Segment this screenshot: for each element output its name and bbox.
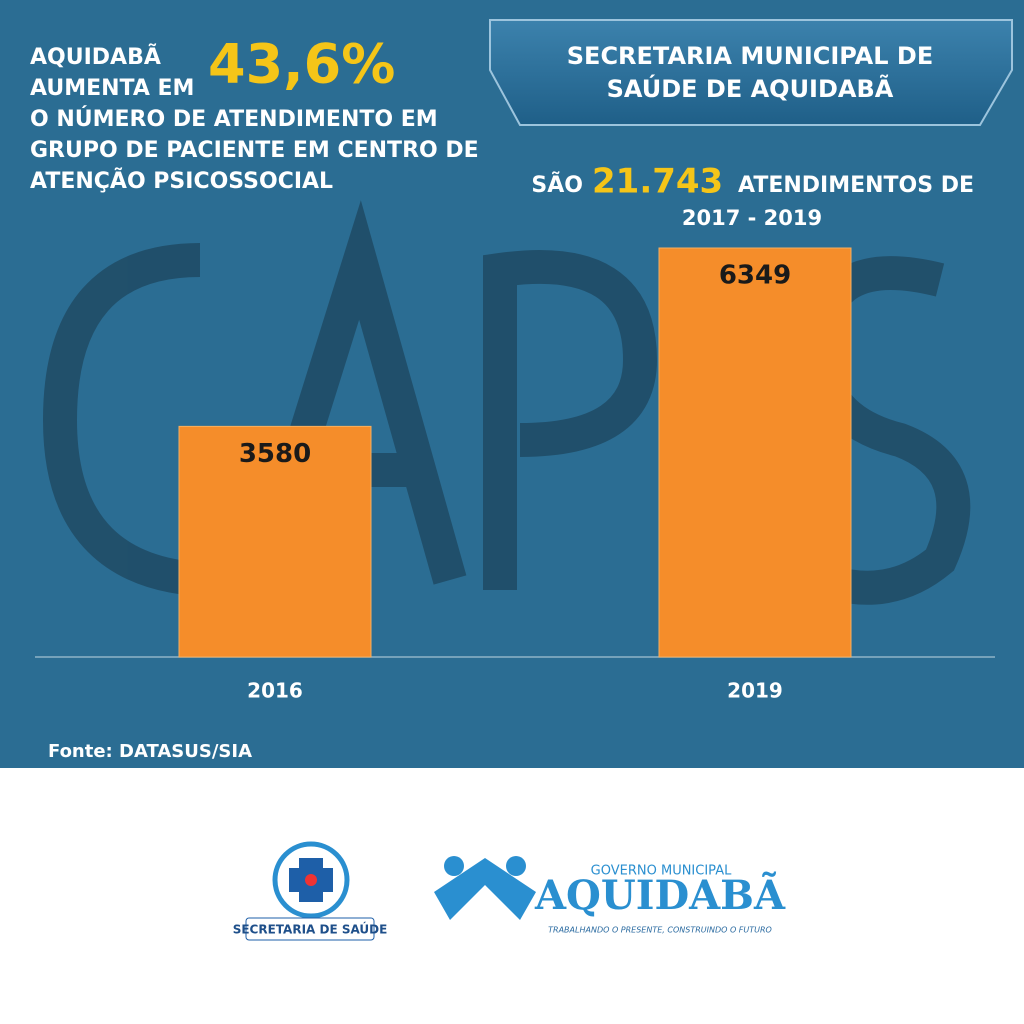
summary-prefix: SÃO (531, 172, 583, 198)
summary-suffix: ATENDIMENTOS DE (738, 173, 974, 198)
health-logo (245, 841, 375, 941)
summary-highlight: 21.743 (592, 162, 723, 202)
value-label: 6349 (719, 261, 791, 291)
panel (0, 0, 1024, 768)
x-tick-label: 2016 (247, 679, 303, 703)
headline-line: GRUPO DE PACIENTE EM CENTRO DE (30, 138, 479, 163)
headline-line: ATENÇÃO PSICOSSOCIAL (30, 168, 333, 194)
gov-name: AQUIDABÃ (534, 872, 786, 919)
x-tick-label: 2019 (727, 679, 783, 703)
health-logo-text: SECRETARIA DE SAÚDE (233, 922, 388, 937)
summary-period: 2017 - 2019 (682, 206, 822, 230)
title-line: SECRETARIA MUNICIPAL DE (567, 42, 933, 70)
source: Fonte: DATASUS/SIA (48, 741, 252, 762)
title-line: SAÚDE DE AQUIDABÃ (607, 73, 894, 103)
headline-line: O NÚMERO DE ATENDIMENTO EM (30, 106, 438, 132)
headline-line: AQUIDABÃ (30, 44, 161, 70)
gov-slogan: TRABALHANDO O PRESENTE, CONSTRUINDO O FU… (548, 926, 772, 935)
gov-small: GOVERNO MUNICIPAL (591, 864, 732, 879)
bar (178, 425, 372, 658)
gov-logo (434, 856, 536, 920)
headline-line: AUMENTA EM (30, 76, 194, 101)
headline-highlight: 43,6% (208, 33, 395, 96)
value-label: 3580 (239, 439, 311, 469)
title-box (489, 19, 1013, 126)
bar (658, 247, 852, 658)
